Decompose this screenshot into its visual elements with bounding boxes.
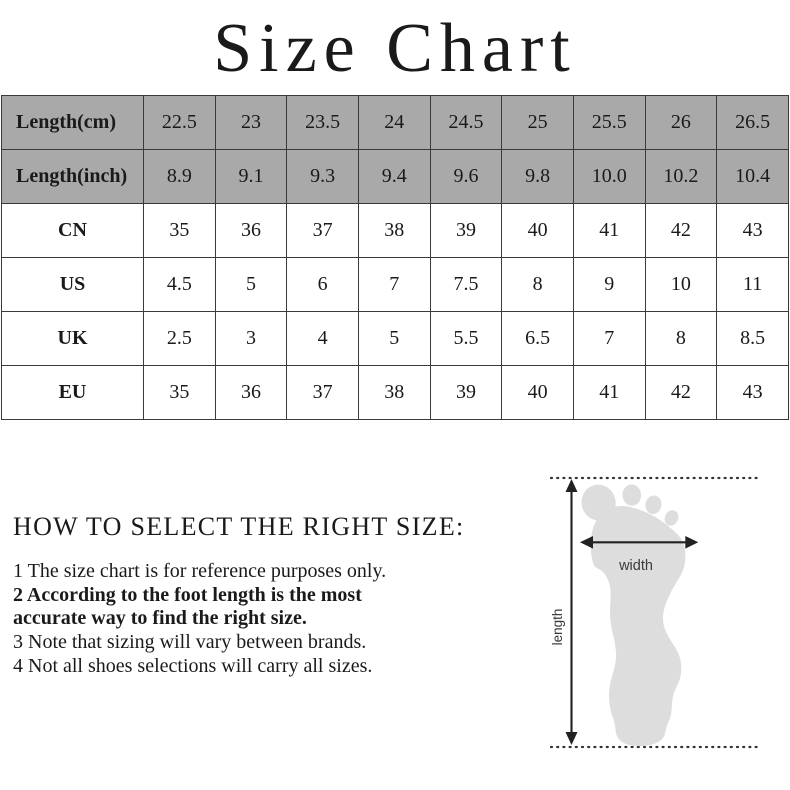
- svg-text:length: length: [550, 609, 565, 646]
- svg-text:width: width: [618, 558, 653, 574]
